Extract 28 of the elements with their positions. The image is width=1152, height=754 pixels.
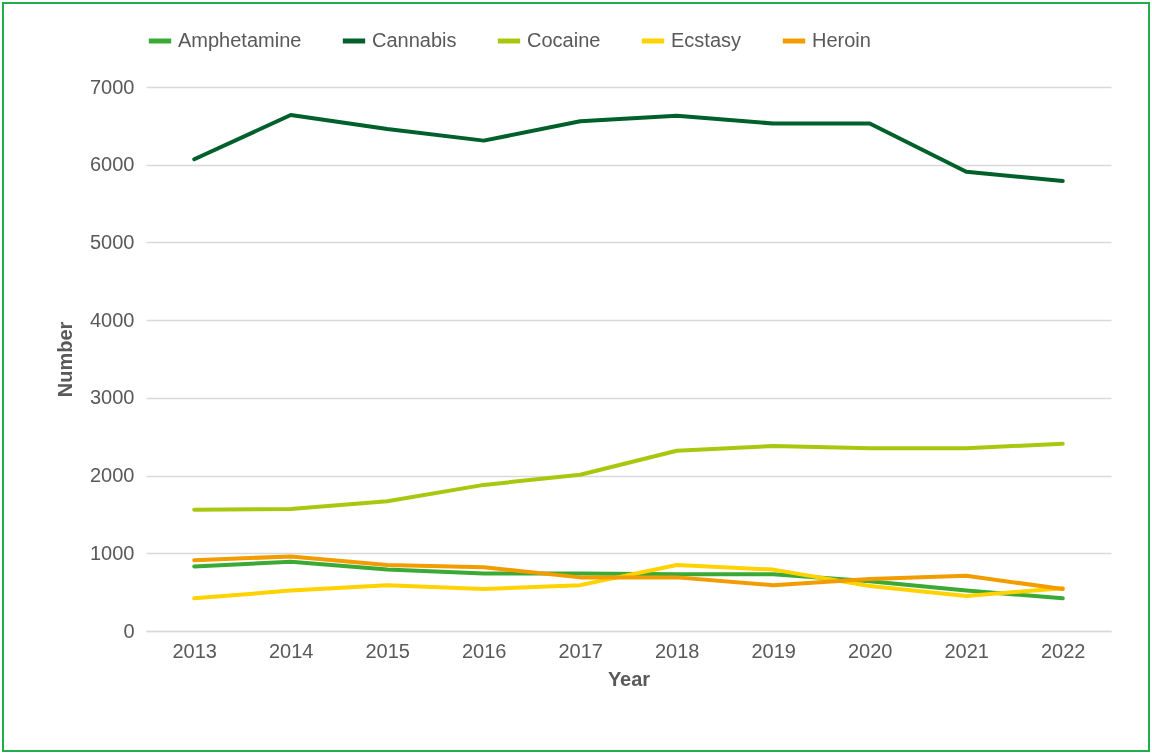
y-axis-title: Number: [54, 321, 77, 398]
legend-label: Cannabis: [372, 29, 457, 51]
y-tick-label: 7000: [90, 75, 135, 98]
x-tick-label: 2020: [848, 639, 893, 662]
y-tick-label: 6000: [90, 153, 135, 176]
x-tick-label: 2013: [172, 639, 217, 662]
y-tick-label: 5000: [90, 230, 135, 253]
x-tick-label: 2019: [751, 639, 796, 662]
y-tick-label: 0: [123, 619, 135, 642]
x-tick-label: 2014: [269, 639, 314, 662]
y-tick-label: 3000: [90, 386, 135, 409]
x-tick-label: 2017: [558, 639, 603, 662]
x-axis-title: Year: [607, 667, 651, 690]
x-tick-label: 2021: [944, 639, 989, 662]
y-tick-label: 1000: [90, 541, 135, 564]
line-series: [192, 441, 1065, 512]
y-tick-label: 4000: [90, 308, 135, 331]
x-tick-label: 2016: [462, 639, 507, 662]
legend-label: Amphetamine: [178, 29, 302, 51]
y-tick-label: 2000: [90, 464, 135, 487]
x-tick-label: 2015: [365, 639, 410, 662]
legend-label: Cocaine: [527, 29, 601, 51]
x-tick-label: 2022: [1041, 639, 1086, 662]
line-series: [192, 554, 1065, 592]
legend-label: Ecstasy: [671, 29, 742, 51]
line-series: [192, 112, 1065, 184]
legend-label: Heroin: [812, 29, 871, 51]
x-tick-label: 2018: [655, 639, 700, 662]
